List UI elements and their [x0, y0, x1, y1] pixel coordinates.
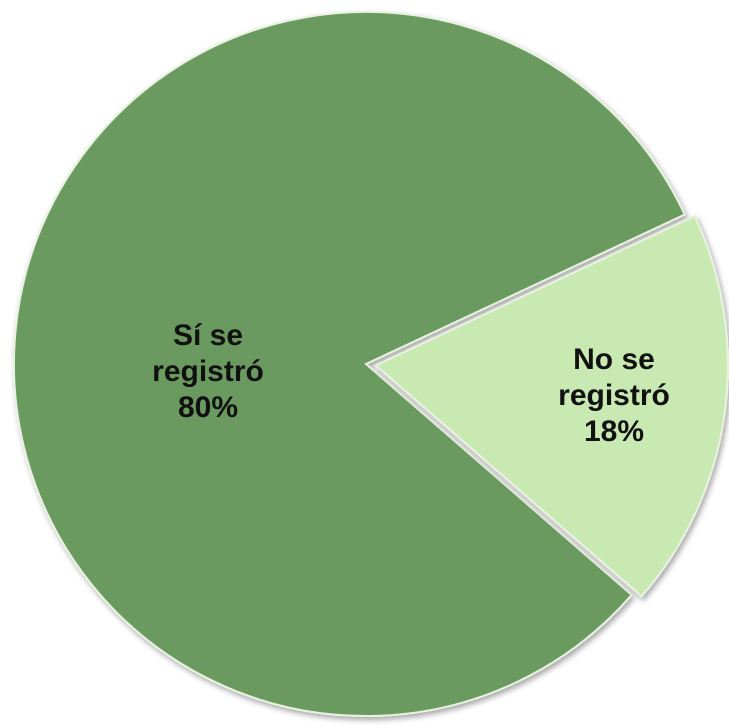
- pie-slice: [374, 214, 729, 598]
- slice-category: No se registró: [558, 343, 670, 412]
- pie-slice: [13, 11, 687, 717]
- slice-label: Sí se registró 80%: [123, 318, 293, 426]
- slice-category: Sí se registró: [152, 319, 264, 388]
- slice-value: 80%: [177, 391, 239, 424]
- slice-value: 18%: [583, 415, 645, 448]
- slice-label: No se registró 18%: [529, 342, 699, 450]
